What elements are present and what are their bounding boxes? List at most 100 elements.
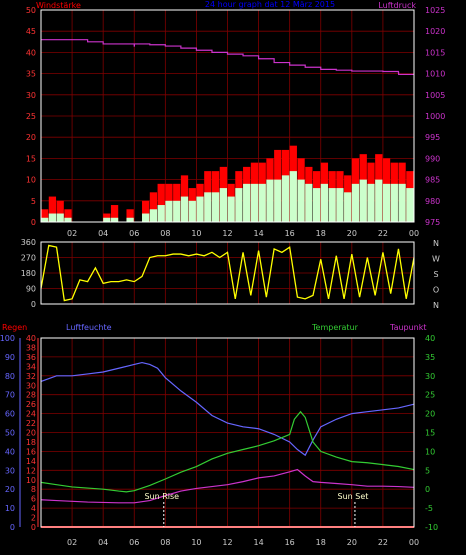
time-tick-label: 00 <box>409 538 419 547</box>
rain-tick-label: 12 <box>26 466 36 475</box>
wind-gust-bar <box>157 183 165 222</box>
wind-avg-bar <box>258 183 266 222</box>
wind-axis-title: Windstärke <box>36 1 81 10</box>
wind-avg-bar <box>64 217 72 222</box>
wind-tick-label: 15 <box>26 154 36 163</box>
time-tick-label: 08 <box>160 229 170 238</box>
wind-avg-bar <box>41 217 49 222</box>
rain-tick-label: 30 <box>26 381 36 390</box>
rain-tick-label: 6 <box>31 495 36 504</box>
wind-tick-label: 0 <box>31 218 36 227</box>
wind-avg-bar <box>297 179 305 222</box>
compass-label: W <box>432 255 440 264</box>
humidity-tick-label: 20 <box>5 485 15 494</box>
wind-tick-label: 40 <box>26 48 36 57</box>
rain-tick-label: 18 <box>26 438 36 447</box>
wind-tick-label: 30 <box>26 91 36 100</box>
wind-gust-bar <box>126 209 134 222</box>
temperature-tick-label: 10 <box>425 447 435 456</box>
sun-marker-label: Sun Set <box>337 492 368 501</box>
temperature-tick-label: 35 <box>425 353 435 362</box>
temperature-tick-label: 15 <box>425 429 435 438</box>
graph-title: 24 hour graph dat 12 März 2015 <box>205 0 335 9</box>
pressure-tick-label: 985 <box>425 176 440 185</box>
rain-tick-label: 16 <box>26 447 36 456</box>
direction-tick-label: 180 <box>21 269 36 278</box>
temperature-tick-label: -10 <box>425 523 438 532</box>
rain-tick-label: 28 <box>26 391 36 400</box>
climate-panel-frame <box>40 337 415 528</box>
pressure-tick-label: 1000 <box>425 112 445 121</box>
dewpoint-axis-title: Taupunkt <box>389 323 427 332</box>
temperature-tick-label: 25 <box>425 391 435 400</box>
humidity-tick-label: 70 <box>5 391 15 400</box>
pressure-line <box>41 39 414 76</box>
wind-avg-bar <box>173 200 181 222</box>
wind-avg-bar <box>312 188 321 222</box>
time-tick-label: 14 <box>253 229 263 238</box>
rain-tick-label: 36 <box>26 353 36 362</box>
temperature-tick-label: 0 <box>425 485 430 494</box>
humidity-line <box>40 361 415 457</box>
rain-tick-label: 2 <box>31 514 36 523</box>
time-tick-label: 10 <box>191 229 201 238</box>
wind-tick-label: 20 <box>26 133 36 142</box>
direction-trace <box>40 244 415 302</box>
humidity-tick-label: 0 <box>10 523 15 532</box>
time-tick-label: 16 <box>285 538 295 547</box>
wind-avg-bar <box>219 188 227 222</box>
time-tick-label: 22 <box>378 538 388 547</box>
wind-avg-bar <box>367 183 375 222</box>
rain-tick-label: 32 <box>26 372 36 381</box>
wind-tick-label: 25 <box>26 112 36 121</box>
time-tick-label: 06 <box>129 229 139 238</box>
wind-avg-bar <box>196 196 204 222</box>
wind-gust-bar <box>48 196 57 222</box>
rain-tick-label: 34 <box>26 362 36 371</box>
rain-tick-label: 26 <box>26 400 36 409</box>
dewpoint-line <box>40 468 415 504</box>
wind-avg-bar <box>180 196 189 222</box>
wind-avg-bar <box>56 213 64 222</box>
wind-avg-bar <box>390 183 398 222</box>
pressure-tick-label: 1015 <box>425 48 445 57</box>
rain-tick-label: 20 <box>26 429 36 438</box>
wind-panel-frame <box>40 9 415 223</box>
pressure-tick-label: 975 <box>425 218 440 227</box>
humidity-tick-label: 40 <box>5 447 15 456</box>
rain-tick-label: 40 <box>26 334 36 343</box>
wind-avg-bar <box>165 200 173 222</box>
wind-gust-bar <box>110 205 119 222</box>
compass-label: O <box>433 286 439 295</box>
rain-axis-title: Regen <box>2 323 27 332</box>
time-tick-label: 10 <box>191 538 201 547</box>
wind-pressure-panel: 0510152025303540455097598098599099510001… <box>26 6 446 238</box>
time-tick-label: 20 <box>347 229 357 238</box>
wind-tick-label: 45 <box>26 27 36 36</box>
temperature-axis-title: Temperatur <box>311 323 359 332</box>
rain-tick-label: 0 <box>31 523 36 532</box>
wind-avg-bar <box>250 183 259 222</box>
wind-bars <box>41 145 414 222</box>
rain-tick-label: 10 <box>26 476 36 485</box>
pressure-axis-title: Luftdruck <box>378 1 416 10</box>
time-tick-label: 00 <box>409 229 419 238</box>
wind-gust-bar <box>149 192 158 222</box>
wind-avg-bar <box>110 217 119 222</box>
time-tick-label: 12 <box>222 229 232 238</box>
rain-tick-label: 4 <box>31 504 36 513</box>
time-tick-label: 04 <box>98 229 108 238</box>
wind-avg-bar <box>359 179 367 222</box>
rain-tick-label: 14 <box>26 457 36 466</box>
direction-tick-label: 270 <box>21 254 36 263</box>
climate-ticks: -10-505101520253035400246810121416182022… <box>0 334 438 547</box>
time-tick-label: 18 <box>316 229 326 238</box>
humidity-axis-title: Luftfeuchte <box>66 323 112 332</box>
wind-pressure-ticks: 0510152025303540455097598098599099510001… <box>26 6 446 238</box>
compass-label: N <box>433 239 439 248</box>
wind-pressure-lines <box>41 39 414 76</box>
time-tick-label: 04 <box>98 538 108 547</box>
time-tick-label: 02 <box>67 538 77 547</box>
